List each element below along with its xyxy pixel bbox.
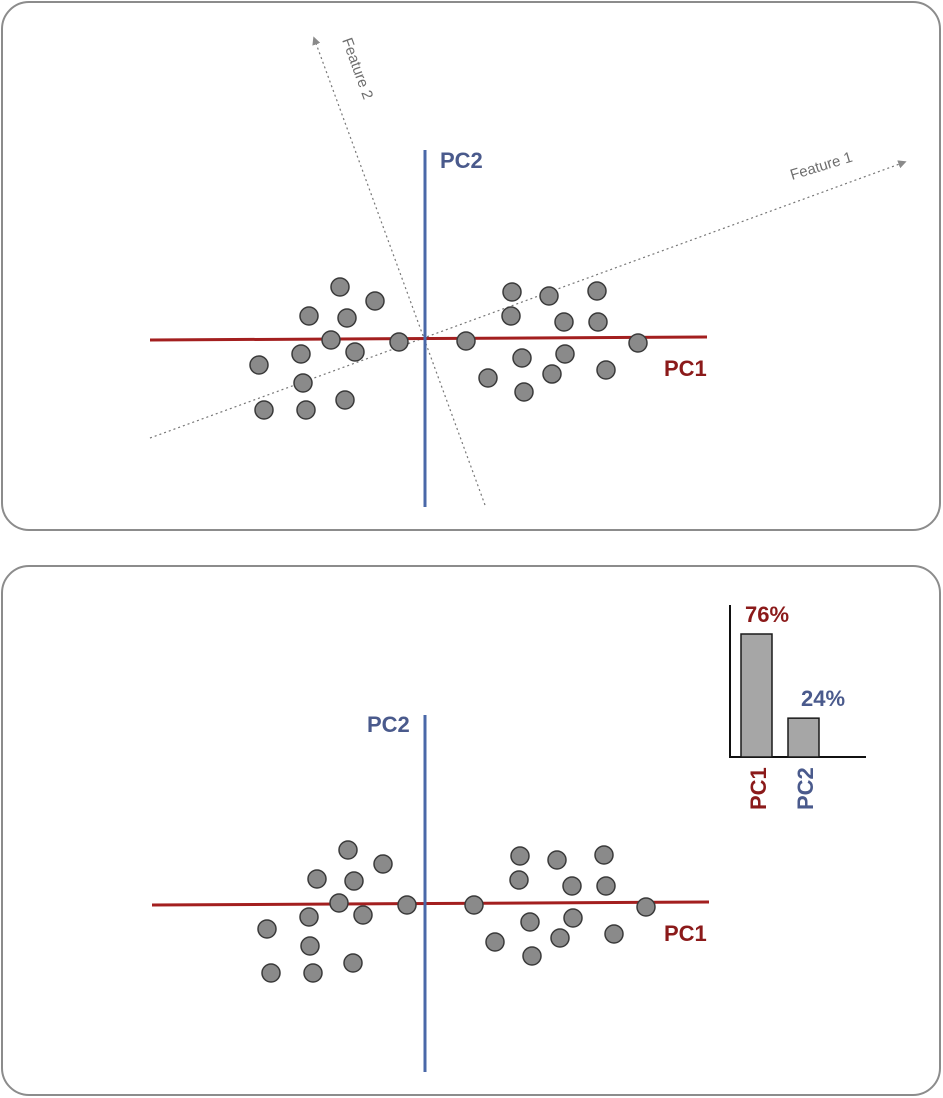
variance-bar-pc2 bbox=[787, 717, 820, 758]
data-point bbox=[299, 907, 319, 927]
data-point bbox=[365, 291, 385, 311]
data-point bbox=[509, 870, 529, 890]
data-point bbox=[307, 869, 327, 889]
data-point bbox=[594, 845, 614, 865]
data-point bbox=[542, 364, 562, 384]
data-point bbox=[303, 963, 323, 983]
data-point bbox=[464, 895, 484, 915]
data-point bbox=[397, 895, 417, 915]
data-point bbox=[604, 924, 624, 944]
data-point bbox=[345, 342, 365, 362]
data-point bbox=[512, 348, 532, 368]
data-point bbox=[353, 905, 373, 925]
pc2-label: PC2 bbox=[367, 712, 410, 737]
bottom-points bbox=[257, 840, 656, 983]
top-panel bbox=[1, 1, 941, 531]
data-point bbox=[257, 919, 277, 939]
data-point bbox=[321, 330, 341, 350]
data-point bbox=[389, 332, 409, 352]
data-point bbox=[485, 932, 505, 952]
pc1-label: PC1 bbox=[664, 921, 707, 946]
data-point bbox=[554, 312, 574, 332]
data-point bbox=[502, 282, 522, 302]
data-point bbox=[562, 876, 582, 896]
data-point bbox=[522, 946, 542, 966]
data-point bbox=[514, 382, 534, 402]
data-point bbox=[596, 876, 616, 896]
data-point bbox=[335, 390, 355, 410]
pc1-axis bbox=[151, 900, 710, 907]
variance-cat-pc1: PC1 bbox=[746, 767, 771, 810]
bottom-panel bbox=[1, 565, 941, 1096]
data-point bbox=[456, 331, 476, 351]
variance-pct-pc2: 24% bbox=[801, 686, 845, 711]
data-point bbox=[249, 355, 269, 375]
data-point bbox=[636, 897, 656, 917]
data-point bbox=[539, 286, 559, 306]
variance-pct-pc1: 76% bbox=[745, 602, 789, 627]
data-point bbox=[587, 281, 607, 301]
data-point bbox=[596, 360, 616, 380]
pc1-label: PC1 bbox=[664, 356, 707, 381]
data-point bbox=[337, 308, 357, 328]
data-point bbox=[329, 893, 349, 913]
pc1-axis bbox=[149, 335, 708, 342]
data-point bbox=[261, 963, 281, 983]
bottom-diagram: PC2 PC1 bbox=[151, 602, 866, 1072]
pc2-label: PC2 bbox=[440, 148, 483, 173]
feature2-axis bbox=[312, 36, 486, 506]
data-point bbox=[588, 312, 608, 332]
data-point bbox=[343, 953, 363, 973]
variance-bar-pc1 bbox=[740, 633, 773, 758]
data-point bbox=[628, 333, 648, 353]
data-point bbox=[510, 846, 530, 866]
data-point bbox=[520, 912, 540, 932]
data-point bbox=[296, 400, 316, 420]
feature1-axis bbox=[149, 160, 907, 439]
data-point bbox=[299, 306, 319, 326]
data-point bbox=[330, 277, 350, 297]
variance-cat-pc2: PC2 bbox=[793, 767, 818, 810]
data-point bbox=[293, 373, 313, 393]
data-point bbox=[550, 928, 570, 948]
variance-chart: 76% 24% PC1 PC2 bbox=[729, 602, 866, 810]
data-point bbox=[291, 344, 311, 364]
data-point bbox=[300, 936, 320, 956]
data-point bbox=[547, 850, 567, 870]
data-point bbox=[501, 306, 521, 326]
feature1-label: Feature 1 bbox=[788, 149, 854, 184]
data-point bbox=[338, 840, 358, 860]
data-point bbox=[344, 871, 364, 891]
top-points bbox=[249, 277, 648, 420]
data-point bbox=[555, 344, 575, 364]
data-point bbox=[373, 854, 393, 874]
feature2-label: Feature 2 bbox=[338, 36, 376, 102]
data-point bbox=[563, 908, 583, 928]
data-point bbox=[254, 400, 274, 420]
data-point bbox=[478, 368, 498, 388]
top-diagram: Feature 1 Feature 2 PC2 PC1 bbox=[149, 36, 907, 507]
